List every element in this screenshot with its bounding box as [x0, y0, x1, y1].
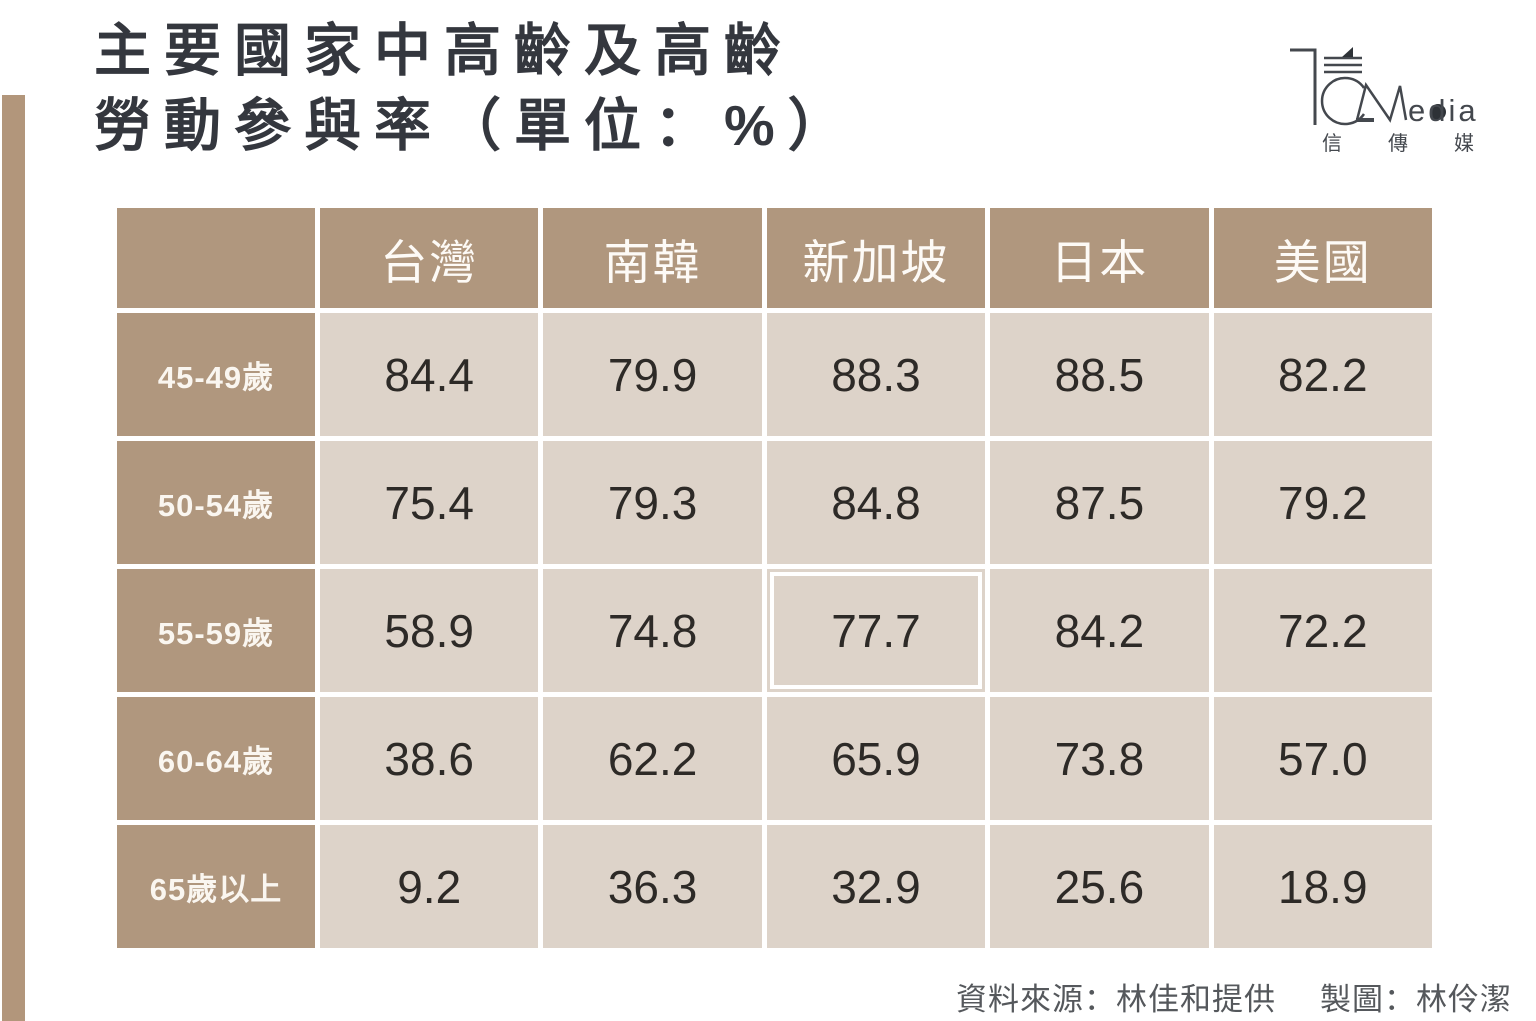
logo-media-text: edia [1408, 93, 1479, 128]
table-cell: 84.4 [320, 313, 539, 436]
logo-chinese-text: 信傳媒 [1322, 132, 1498, 155]
logo-flag-icon [1342, 47, 1353, 57]
table-cell: 79.3 [543, 441, 762, 564]
col-header-taiwan: 台灣 [320, 208, 539, 308]
logo-m-icon [1355, 82, 1408, 123]
table-cell: 32.9 [766, 825, 986, 948]
table-cell: 87.5 [990, 441, 1209, 564]
table-cell-highlighted: 77.7 [766, 569, 986, 692]
row-header-60-64: 60-64歲 [117, 697, 315, 820]
table-cell: 75.4 [320, 441, 539, 564]
table-cell: 62.2 [543, 697, 762, 820]
title-line-2: 勞動參與率（單位：%） [94, 94, 858, 159]
table-cell: 18.9 [1213, 825, 1432, 948]
col-header-japan: 日本 [990, 208, 1209, 308]
col-header-singapore: 新加坡 [766, 208, 986, 308]
table-cell: 74.8 [543, 569, 762, 692]
table-cell: 73.8 [990, 697, 1209, 820]
data-table: 台灣 南韓 新加坡 日本 美國 45-49歲 84.4 79.9 88.3 88… [117, 208, 1432, 948]
credits: 資料來源：林佳和提供 製圖：林伶潔 [956, 974, 1512, 1019]
table-cell: 9.2 [320, 825, 539, 948]
table-cell: 84.8 [766, 441, 986, 564]
logo-speech-lines-icon [1324, 56, 1362, 74]
table-corner-cell [117, 208, 315, 308]
row-header-55-59: 55-59歲 [117, 569, 315, 692]
table-cell: 82.2 [1213, 313, 1432, 436]
logo-mark-icon [1290, 48, 1317, 125]
table-cell: 88.3 [766, 313, 986, 436]
logo-d-bowl-icon [1430, 104, 1446, 120]
cmedia-logo-icon: edia 信傳媒 [1290, 47, 1498, 155]
table-cell: 72.2 [1213, 569, 1432, 692]
title-line-1: 主要國家中高齡及高齡 [94, 19, 794, 83]
row-header-65-plus: 65歲以上 [117, 825, 315, 948]
table-cell: 79.9 [543, 313, 762, 436]
source-text: 資料來源：林佳和提供 [956, 982, 1276, 1017]
cmedia-logo: edia 信傳媒 [1258, 25, 1498, 165]
col-header-korea: 南韓 [543, 208, 762, 308]
table-cell: 36.3 [543, 825, 762, 948]
table-cell: 57.0 [1213, 697, 1432, 820]
page-title: 主要國家中高齡及高齡 勞動參與率（單位：%） [94, 14, 858, 164]
credit-text: 製圖：林伶潔 [1320, 982, 1512, 1017]
table-cell: 38.6 [320, 697, 539, 820]
row-header-50-54: 50-54歲 [117, 441, 315, 564]
table-cell: 79.2 [1213, 441, 1432, 564]
table-cell: 84.2 [990, 569, 1209, 692]
table-cell: 65.9 [766, 697, 986, 820]
table-cell: 88.5 [990, 313, 1209, 436]
col-header-usa: 美國 [1213, 208, 1432, 308]
row-header-45-49: 45-49歲 [117, 313, 315, 436]
left-accent-bar [2, 95, 25, 1021]
table-cell: 25.6 [990, 825, 1209, 948]
logo-c-icon [1320, 76, 1366, 126]
table-cell: 58.9 [320, 569, 539, 692]
